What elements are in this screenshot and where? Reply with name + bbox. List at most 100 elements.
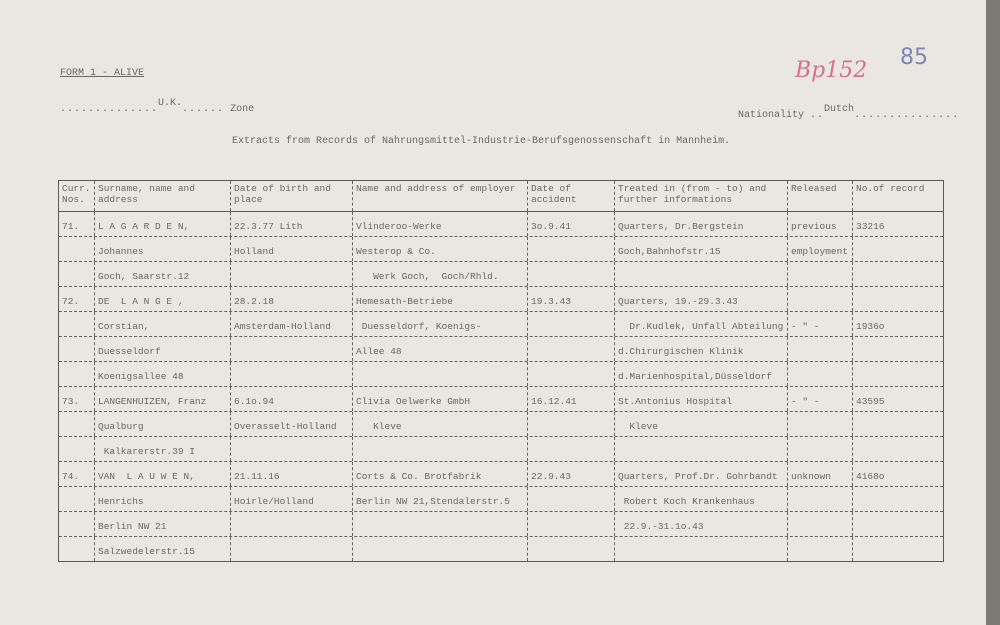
table-cell — [853, 487, 943, 511]
table-cell — [59, 337, 95, 361]
table-cell: Overasselt-Holland — [231, 412, 353, 436]
table-cell: d.Marienhospital,Düsseldorf — [615, 362, 788, 386]
table-cell: St.Antonius Hospital — [615, 387, 788, 411]
table-cell: Westerop & Co. — [353, 237, 528, 261]
form-label: FORM 1 - ALIVE — [60, 68, 145, 79]
table-cell — [788, 337, 853, 361]
table-cell — [853, 287, 943, 311]
table-cell: Kleve — [353, 412, 528, 436]
table-cell: Henrichs — [95, 487, 231, 511]
table-cell: 33216 — [856, 221, 885, 232]
column-header: Surname, name and address — [95, 181, 231, 211]
table-cell — [528, 237, 615, 261]
table-cell: employment — [788, 237, 853, 261]
table-cell: Dr.Kudlek, Unfall Abteilung — [615, 312, 788, 336]
table-cell — [788, 262, 853, 286]
table-cell — [528, 262, 615, 286]
table-row: 71. L A G A R D E N, 22.3.77 Lith Vlinderoo… — [59, 212, 943, 237]
column-header: Name and address of employer — [353, 181, 528, 211]
table-cell — [853, 537, 943, 561]
table-cell: Duesseldorf — [95, 337, 231, 361]
table-cell: 73. — [59, 387, 95, 411]
page-number-annotation: 85 — [900, 45, 928, 70]
table-cell: - " - — [788, 312, 853, 336]
table-cell: 72. — [59, 287, 95, 311]
table-cell: Corts & Co. Brotfabrik — [353, 462, 528, 486]
nationality-field: Nationality ..Dutch............... — [738, 104, 960, 121]
table-cell — [853, 437, 943, 461]
zone-label: Zone — [230, 104, 255, 115]
table-row: Kalkarerstr.39 I — [59, 437, 943, 462]
table-cell: unknown — [788, 462, 853, 486]
table-cell — [615, 437, 788, 461]
table-cell — [853, 412, 943, 436]
nationality-label: Nationality — [738, 110, 805, 121]
table-cell — [853, 237, 943, 261]
nationality-value: Dutch — [824, 104, 855, 115]
table-cell: Berlin NW 21,Stendalerstr.5 — [353, 487, 528, 511]
table-cell: previous — [788, 212, 853, 236]
table-cell: Quarters, 19.-29.3.43 — [615, 287, 788, 311]
document-title: Extracts from Records of Nahrungsmittel-… — [232, 136, 731, 147]
table-cell — [59, 362, 95, 386]
zone-field: ..............U.K....... Zone — [60, 98, 255, 115]
column-header: Curr. Nos. — [59, 181, 95, 211]
table-cell: Clivia Oelwerke GmbH — [353, 387, 528, 411]
table-cell — [353, 437, 528, 461]
table-cell — [59, 512, 95, 536]
column-header: No.of record — [856, 183, 925, 194]
table-row: 73. LANGENHUIZEN, Franz 6.1o.94 Clivia Oelw… — [59, 387, 943, 412]
table-cell: Quarters, Prof.Dr. Gohrbandt — [615, 462, 788, 486]
table-cell: Johannes — [95, 237, 231, 261]
table-cell — [231, 512, 353, 536]
archive-number-annotation: Bp152 — [795, 58, 868, 83]
table-cell — [528, 312, 615, 336]
table-cell — [353, 537, 528, 561]
table-cell — [853, 262, 943, 286]
table-cell: L A G A R D E N, — [95, 212, 231, 236]
table-cell: Berlin NW 21 — [95, 512, 231, 536]
table-cell: Kalkarerstr.39 I — [95, 437, 231, 461]
table-cell: d.Chirurgischen Klinik — [615, 337, 788, 361]
table-cell — [788, 537, 853, 561]
table-cell: Hoirle/Holland — [231, 487, 353, 511]
table-cell: 6.1o.94 — [231, 387, 353, 411]
table-cell — [528, 412, 615, 436]
table-cell — [528, 487, 615, 511]
table-cell — [788, 412, 853, 436]
table-cell: LANGENHUIZEN, Franz — [95, 387, 231, 411]
table-cell — [353, 512, 528, 536]
table-row: Duesseldorf Allee 48 d.Chirurgischen Klini… — [59, 337, 943, 362]
table-cell: 22.9.43 — [528, 462, 615, 486]
table-cell — [615, 537, 788, 561]
table-row: 72. DE L A N G E , 28.2.18 Hemesath-Betrieb… — [59, 287, 943, 312]
table-header: Curr. Nos. Surname, name and address Date … — [59, 181, 943, 212]
table-cell — [853, 337, 943, 361]
table-cell — [788, 512, 853, 536]
zone-value: U.K. — [158, 98, 183, 109]
table-cell: - " - — [788, 387, 853, 411]
table-cell — [231, 337, 353, 361]
table-cell: 28.2.18 — [231, 287, 353, 311]
table-cell — [231, 537, 353, 561]
table-cell — [528, 337, 615, 361]
table-row: 74. VAN L A U W E N, 21.11.16 Corts & Co. B… — [59, 462, 943, 487]
table-cell — [788, 487, 853, 511]
table-cell: Koenigsallee 48 — [95, 362, 231, 386]
scan-edge — [986, 0, 1000, 625]
table-row: Salzwedelerstr.15 — [59, 537, 943, 561]
table-row: Koenigsallee 48 d.Marienhospital,Düsseldo… — [59, 362, 943, 387]
table-cell — [59, 262, 95, 286]
records-table: Curr. Nos. Surname, name and address Date … — [58, 180, 944, 562]
table-row: Berlin NW 21 22.9.-31.1o.43 — [59, 512, 943, 537]
table-cell — [788, 287, 853, 311]
table-row: Corstian, Amsterdam-Holland Duesseldorf, … — [59, 312, 943, 337]
table-cell: Goch, Saarstr.12 — [95, 262, 231, 286]
table-cell — [615, 262, 788, 286]
table-cell: 43595 — [856, 396, 885, 407]
table-cell: DE L A N G E , — [95, 287, 231, 311]
table-cell — [59, 412, 95, 436]
table-cell — [788, 437, 853, 461]
table-cell: Corstian, — [95, 312, 231, 336]
table-cell: 19.3.43 — [528, 287, 615, 311]
